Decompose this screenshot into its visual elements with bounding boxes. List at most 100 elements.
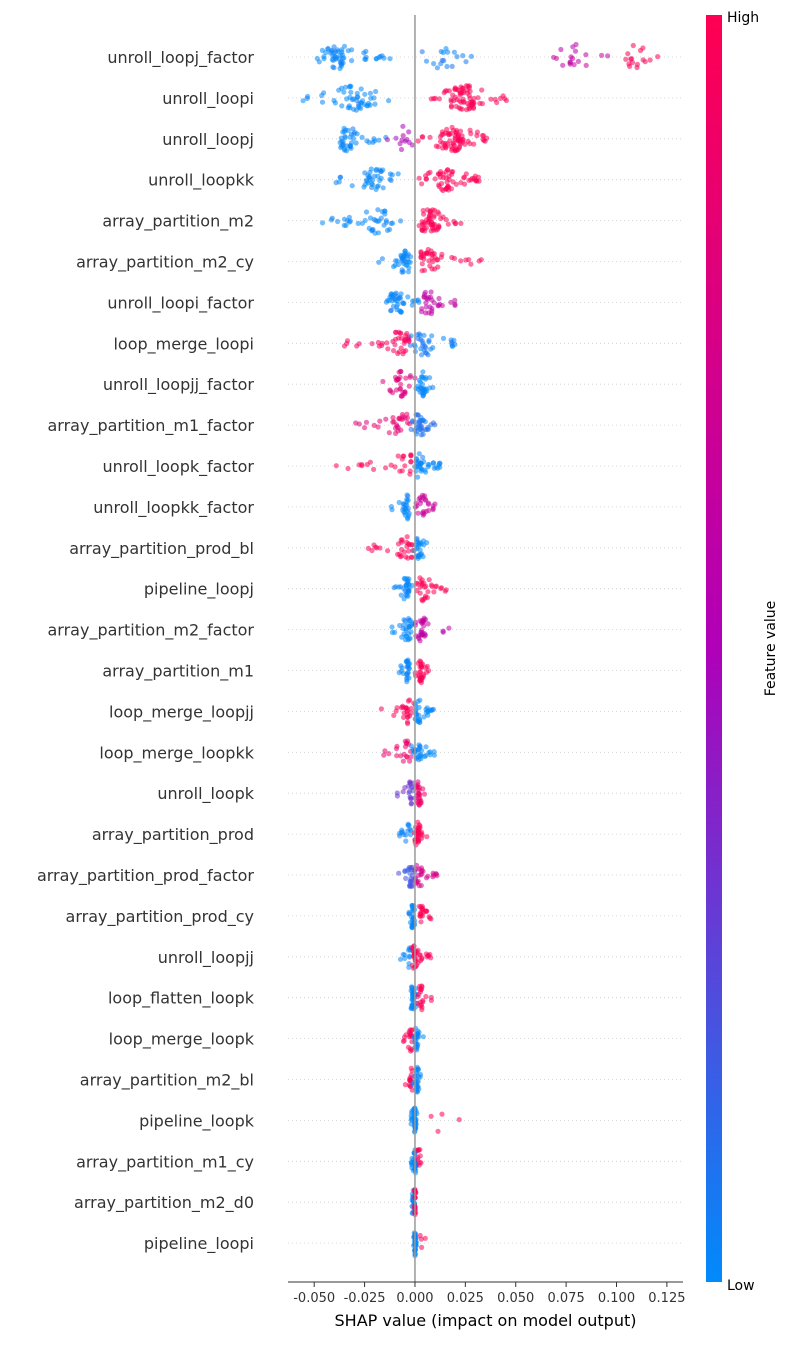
feature-label: unroll_loopj_factor <box>107 48 254 68</box>
shap-point <box>300 98 306 104</box>
shap-point <box>377 418 383 424</box>
shap-point <box>407 697 413 703</box>
feature-row: loop_merge_loopi <box>113 334 683 354</box>
shap-point <box>381 752 387 758</box>
shap-point <box>406 541 412 548</box>
x-tick-label: 0.075 <box>548 1291 585 1306</box>
shap-point <box>423 176 430 182</box>
shap-point <box>388 177 394 183</box>
shap-point <box>400 123 406 129</box>
shap-point <box>395 453 401 459</box>
shap-point <box>406 383 412 389</box>
shap-point <box>396 335 402 341</box>
feature-label: array_partition_m2_factor <box>48 621 255 641</box>
shap-point <box>404 253 410 259</box>
feature-label: unroll_loopk_factor <box>102 457 254 477</box>
feature-row: array_partition_m2_cy <box>76 253 683 273</box>
shap-point <box>391 348 397 354</box>
shap-point <box>400 133 406 139</box>
x-tick-label: 0.000 <box>396 1291 433 1306</box>
feature-row: unroll_loopj <box>162 130 683 150</box>
shap-point <box>467 141 473 147</box>
shap-point <box>383 465 389 471</box>
shap-point <box>344 338 351 344</box>
shap-point <box>430 460 437 466</box>
shap-point <box>388 307 394 313</box>
shap-point <box>401 575 407 582</box>
shap-point <box>406 790 412 796</box>
shap-point <box>438 215 444 222</box>
shap-point <box>426 507 432 514</box>
shap-point <box>434 65 440 71</box>
shap-point <box>390 338 396 344</box>
shap-point <box>362 91 368 97</box>
shap-point <box>393 377 399 383</box>
shap-point <box>421 714 427 720</box>
shap-point <box>399 829 405 836</box>
shap-point <box>466 106 472 112</box>
shap-point <box>422 376 429 382</box>
shap-point <box>369 184 375 191</box>
shap-point <box>397 330 403 336</box>
feature-label: array_partition_prod_cy <box>66 907 254 927</box>
colorbar-title: Feature value <box>763 601 779 697</box>
x-tick-label: -0.050 <box>293 1291 335 1306</box>
shap-point <box>405 515 411 521</box>
shap-point <box>391 585 397 591</box>
shap-point <box>449 343 455 349</box>
shap-point <box>409 997 415 1003</box>
shap-point <box>403 375 409 381</box>
shap-point <box>454 54 460 60</box>
feature-row: unroll_loopi <box>162 89 683 109</box>
shap-point <box>339 103 345 109</box>
shap-point <box>416 712 422 718</box>
shap-point <box>440 187 446 194</box>
shap-point <box>450 146 456 152</box>
shap-point <box>401 714 407 721</box>
shap-point <box>421 332 427 338</box>
shap-point <box>319 99 326 105</box>
shap-point <box>406 624 413 630</box>
shap-point <box>379 53 385 59</box>
shap-point <box>337 65 343 72</box>
shap-point <box>444 63 450 70</box>
shap-point <box>457 90 464 96</box>
feature-label: loop_flatten_loopk <box>108 989 255 1009</box>
shap-point <box>431 96 437 102</box>
shap-point <box>572 48 579 54</box>
feature-label: pipeline_loopi <box>144 1234 254 1254</box>
shap-point <box>436 211 442 217</box>
shap-point <box>401 549 407 555</box>
shap-point <box>463 59 469 65</box>
feature-points <box>300 83 509 113</box>
shap-point <box>423 300 429 306</box>
feature-label: array_partition_prod_factor <box>37 866 254 886</box>
feature-label: array_partition_prod <box>92 825 254 845</box>
shap-point <box>417 590 423 596</box>
shap-point <box>439 57 445 63</box>
shap-point <box>423 225 429 231</box>
shap-point <box>401 617 407 623</box>
shap-point <box>391 712 397 719</box>
shap-point <box>387 171 393 177</box>
shap-point <box>655 54 661 60</box>
shap-point <box>416 719 423 725</box>
feature-points <box>353 411 438 438</box>
shap-point <box>408 1065 414 1071</box>
shap-point <box>419 620 425 626</box>
feature-points <box>391 575 449 604</box>
shap-point <box>407 954 413 960</box>
shap-point <box>417 1003 423 1009</box>
shap-point <box>425 220 431 226</box>
shap-point <box>405 493 411 499</box>
shap-point <box>416 175 422 181</box>
shap-point <box>418 432 424 438</box>
shap-point <box>333 463 339 469</box>
shap-point <box>426 462 432 468</box>
shap-point <box>389 624 395 630</box>
feature-row: loop_merge_loopjj <box>109 702 683 722</box>
shap-point <box>389 390 396 396</box>
shap-point <box>420 554 426 560</box>
shap-point <box>427 915 433 921</box>
